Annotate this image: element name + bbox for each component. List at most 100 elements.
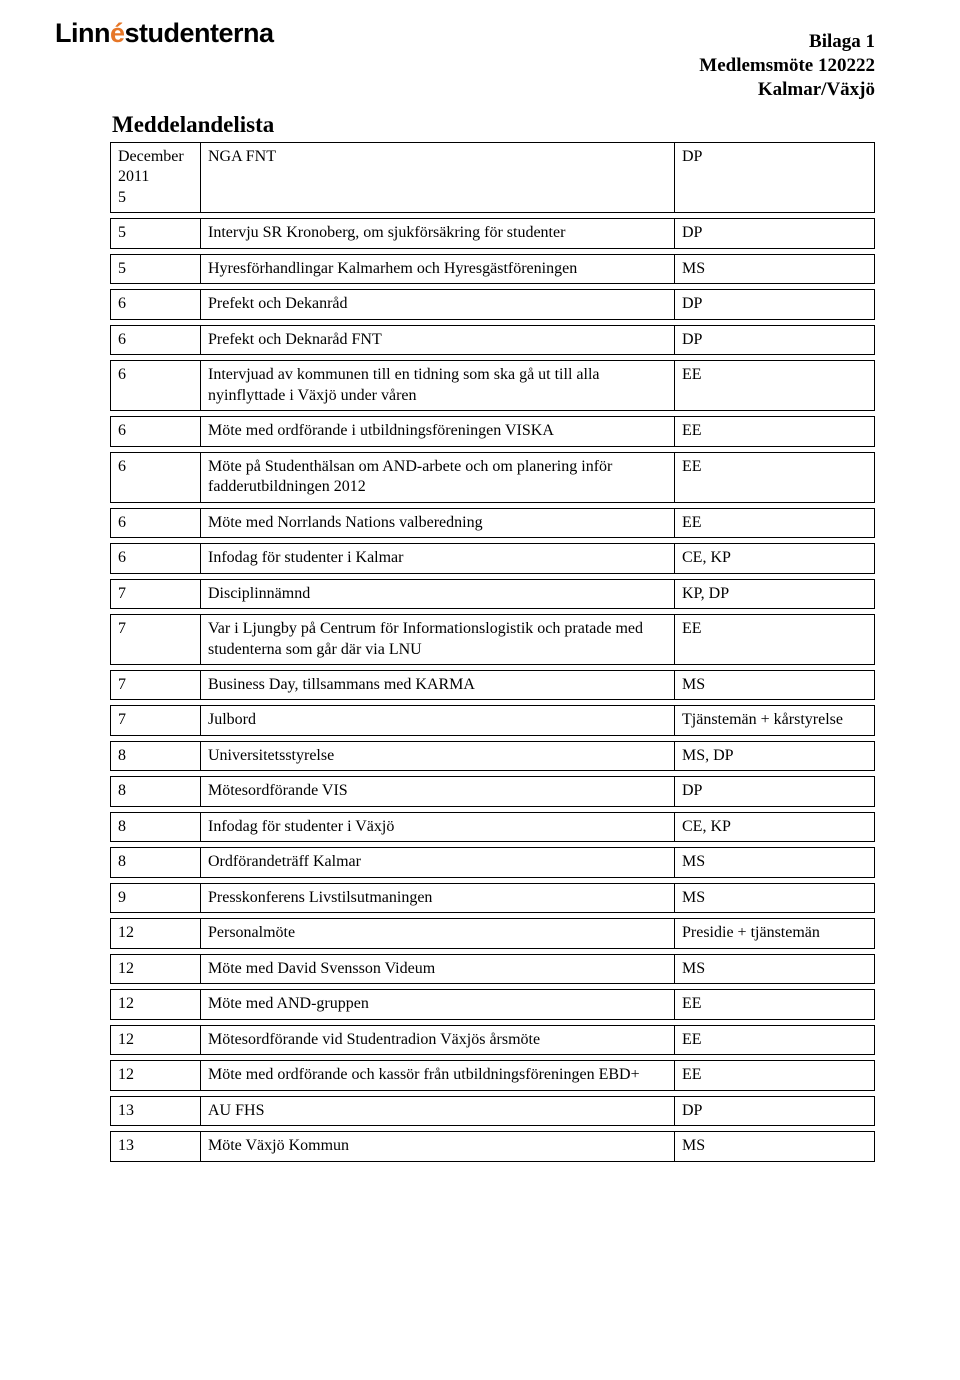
col-date: 7 xyxy=(111,579,201,608)
table-row: 8Mötesordförande VISDP xyxy=(111,777,875,806)
col-code: EE xyxy=(675,1025,875,1054)
col-date: 12 xyxy=(111,1061,201,1090)
col-description: Möte med ordförande i utbildningsförenin… xyxy=(201,417,675,446)
col-description: Prefekt och Deknaråd FNT xyxy=(201,325,675,354)
table-row: 12Möte med David Svensson VideumMS xyxy=(111,954,875,983)
col-description: Möte på Studenthälsan om AND-arbete och … xyxy=(201,452,675,502)
col-code: Tjänstemän + kårstyrelse xyxy=(675,706,875,735)
table-row: 7JulbordTjänstemän + kårstyrelse xyxy=(111,706,875,735)
col-date: 9 xyxy=(111,883,201,912)
col-date: 8 xyxy=(111,848,201,877)
col-description: Mötesordförande vid Studentradion Växjös… xyxy=(201,1025,675,1054)
col-code: DP xyxy=(675,1096,875,1125)
col-date: 8 xyxy=(111,777,201,806)
col-date: 12 xyxy=(111,990,201,1019)
col-date: 5 xyxy=(111,254,201,283)
col-code: MS xyxy=(675,254,875,283)
col1-value: 5 xyxy=(118,188,193,208)
col-description: Möte med ordförande och kassör från utbi… xyxy=(201,1061,675,1090)
col-date: 13 xyxy=(111,1096,201,1125)
col-date: 6 xyxy=(111,417,201,446)
table-row: 7Var i Ljungby på Centrum för Informatio… xyxy=(111,615,875,665)
col-date: December20115 xyxy=(111,143,201,213)
col-description: Business Day, tillsammans med KARMA xyxy=(201,670,675,699)
table-row: 6Intervjuad av kommunen till en tidning … xyxy=(111,361,875,411)
col-description: Universitetsstyrelse xyxy=(201,741,675,770)
col-code: DP xyxy=(675,777,875,806)
col-code: EE xyxy=(675,1061,875,1090)
header-line-3: Kalmar/Växjö xyxy=(699,78,875,102)
meeting-table: December20115NGA FNTDP5Intervju SR Krono… xyxy=(110,142,875,1162)
col-date: 12 xyxy=(111,954,201,983)
col-date: 7 xyxy=(111,670,201,699)
col-description: Presskonferens Livstilsutmaningen xyxy=(201,883,675,912)
header-right: Bilaga 1 Medlemsmöte 120222 Kalmar/Växjö xyxy=(699,30,875,101)
table-row: 12Mötesordförande vid Studentradion Växj… xyxy=(111,1025,875,1054)
table-row: 6Infodag för studenter i KalmarCE, KP xyxy=(111,544,875,573)
table-row: 13Möte Växjö KommunMS xyxy=(111,1132,875,1161)
table-row: 12Möte med AND-gruppenEE xyxy=(111,990,875,1019)
col-description: Infodag för studenter i Växjö xyxy=(201,812,675,841)
col-description: Intervju SR Kronoberg, om sjukförsäkring… xyxy=(201,219,675,248)
col-code: CE, KP xyxy=(675,812,875,841)
table-row: December20115NGA FNTDP xyxy=(111,143,875,213)
table-row: 5Intervju SR Kronoberg, om sjukförsäkrin… xyxy=(111,219,875,248)
table-row: 12PersonalmötePresidie + tjänstemän xyxy=(111,919,875,948)
logo-pre: Linn xyxy=(55,18,110,48)
col-description: Möte med AND-gruppen xyxy=(201,990,675,1019)
table-row: 5Hyresförhandlingar Kalmarhem och Hyresg… xyxy=(111,254,875,283)
col1-header-l1: December xyxy=(118,147,193,167)
col-description: Personalmöte xyxy=(201,919,675,948)
col-code: DP xyxy=(675,325,875,354)
table-row: 13AU FHSDP xyxy=(111,1096,875,1125)
col-code: MS xyxy=(675,1132,875,1161)
col-date: 7 xyxy=(111,706,201,735)
col-date: 6 xyxy=(111,290,201,319)
logo-accent: é xyxy=(110,18,125,48)
col-description: Möte med Norrlands Nations valberedning xyxy=(201,508,675,537)
col-date: 8 xyxy=(111,741,201,770)
page: Linnéstudenterna Bilaga 1 Medlemsmöte 12… xyxy=(0,0,960,1202)
col-date: 6 xyxy=(111,544,201,573)
col-description: Mötesordförande VIS xyxy=(201,777,675,806)
table-row: 7DisciplinnämndKP, DP xyxy=(111,579,875,608)
header-line-2: Medlemsmöte 120222 xyxy=(699,54,875,78)
col-description: AU FHS xyxy=(201,1096,675,1125)
table-row: 8Ordförandeträff KalmarMS xyxy=(111,848,875,877)
col-code: EE xyxy=(675,508,875,537)
col-date: 12 xyxy=(111,1025,201,1054)
col-date: 5 xyxy=(111,219,201,248)
col-description: Intervjuad av kommunen till en tidning s… xyxy=(201,361,675,411)
col-code: DP xyxy=(675,143,875,213)
table-row: 6Prefekt och Deknaråd FNTDP xyxy=(111,325,875,354)
col-date: 6 xyxy=(111,452,201,502)
table-row: 8Infodag för studenter i VäxjöCE, KP xyxy=(111,812,875,841)
logo: Linnéstudenterna xyxy=(55,18,274,49)
col-code: Presidie + tjänstemän xyxy=(675,919,875,948)
table-row: 7Business Day, tillsammans med KARMAMS xyxy=(111,670,875,699)
col-code: DP xyxy=(675,219,875,248)
col-code: CE, KP xyxy=(675,544,875,573)
col-date: 6 xyxy=(111,325,201,354)
col-description: Infodag för studenter i Kalmar xyxy=(201,544,675,573)
table-row: 9Presskonferens LivstilsutmaningenMS xyxy=(111,883,875,912)
col-description: Hyresförhandlingar Kalmarhem och Hyresgä… xyxy=(201,254,675,283)
col-description: Prefekt och Dekanråd xyxy=(201,290,675,319)
col-date: 8 xyxy=(111,812,201,841)
page-title: Meddelandelista xyxy=(110,112,875,138)
col-code: EE xyxy=(675,361,875,411)
col-code: MS xyxy=(675,848,875,877)
table-row: 6Möte med ordförande i utbildningsföreni… xyxy=(111,417,875,446)
header-line-1: Bilaga 1 xyxy=(699,30,875,54)
table-row: 12Möte med ordförande och kassör från ut… xyxy=(111,1061,875,1090)
col-code: MS xyxy=(675,670,875,699)
col-code: EE xyxy=(675,452,875,502)
col-description: Julbord xyxy=(201,706,675,735)
col-code: MS xyxy=(675,954,875,983)
col-date: 6 xyxy=(111,361,201,411)
table-row: 6Möte på Studenthälsan om AND-arbete och… xyxy=(111,452,875,502)
col-date: 13 xyxy=(111,1132,201,1161)
col-code: MS, DP xyxy=(675,741,875,770)
table-row: 8UniversitetsstyrelseMS, DP xyxy=(111,741,875,770)
col-code: KP, DP xyxy=(675,579,875,608)
